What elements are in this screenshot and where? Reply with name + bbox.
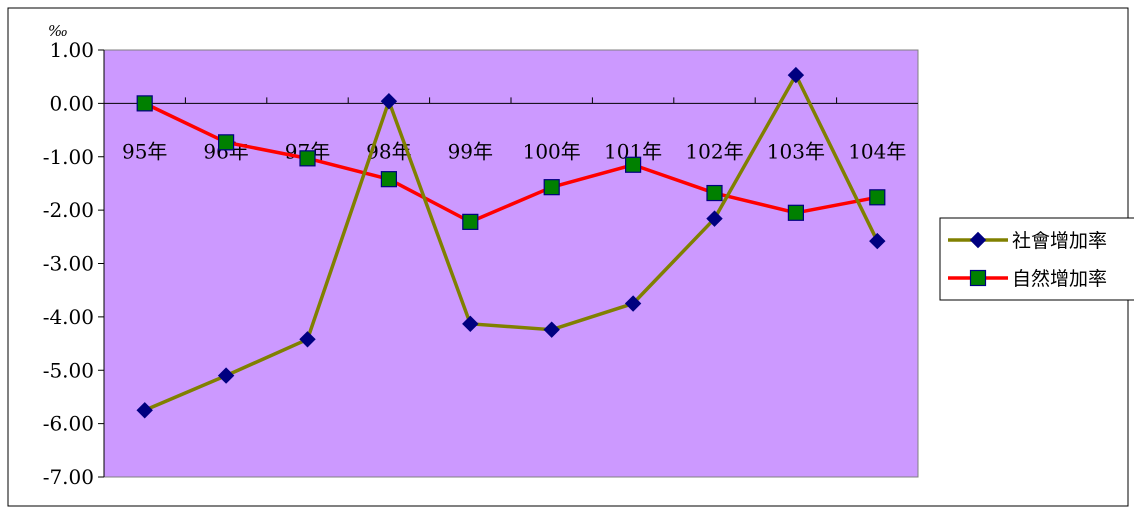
series-1-point [462, 315, 479, 333]
x-tick-label: 102年 [685, 139, 743, 163]
series-2-point [869, 189, 886, 206]
legend-marker-1 [969, 231, 987, 249]
series-layer [136, 66, 886, 419]
series-2-point [543, 179, 560, 196]
series-1-point [543, 321, 560, 338]
y-axis: 1.00 0.00 -1.00 -2.00 -3.00 -4.00 -5.00 -6.00 -7… [43, 38, 105, 489]
y-tick-label: 1.00 [49, 38, 94, 62]
y-tick-label: -5.00 [43, 358, 94, 382]
y-tick-label: -4.00 [43, 305, 94, 329]
series-2-point [624, 156, 642, 173]
series-2-point [136, 95, 153, 112]
series-1-point [787, 66, 805, 84]
y-tick-label: 0.00 [49, 91, 94, 115]
plot-area [103, 49, 919, 478]
series-2-point [299, 150, 316, 167]
series-2-point [787, 204, 805, 221]
series-2-point [380, 171, 397, 188]
y-tick-label: -6.00 [43, 412, 94, 436]
series-2-point [218, 134, 235, 151]
x-tick-label: 103年 [767, 139, 825, 163]
series-line-2 [143, 101, 878, 224]
x-tick-label: 95年 [122, 139, 167, 163]
legend-label-1: 社會增加率 [1012, 230, 1107, 252]
series-1-point [217, 367, 235, 384]
series-2-point [706, 184, 723, 202]
y-tick-label: -2.00 [43, 198, 94, 222]
series-1-point [136, 402, 153, 419]
series-line-1 [144, 73, 879, 412]
x-tick-label: 99年 [448, 139, 493, 163]
legend-marker-2 [969, 269, 987, 287]
series-1-point [706, 210, 723, 227]
y-tick-label: -1.00 [43, 145, 94, 169]
series-1-point [299, 331, 316, 348]
y-tick-label: -3.00 [43, 252, 94, 276]
series-1-point [869, 232, 886, 250]
y-tick-label: -7.00 [43, 465, 94, 489]
x-tick-label: 100年 [523, 139, 581, 163]
legend-box [939, 217, 1134, 301]
x-tick-label: 104年 [848, 139, 906, 163]
y-unit-label: ‰ [48, 22, 68, 40]
legend-label-2: 自然增加率 [1012, 268, 1107, 290]
series-1-point [624, 295, 642, 312]
series-2-point [462, 213, 479, 230]
series-1-point [380, 93, 398, 110]
